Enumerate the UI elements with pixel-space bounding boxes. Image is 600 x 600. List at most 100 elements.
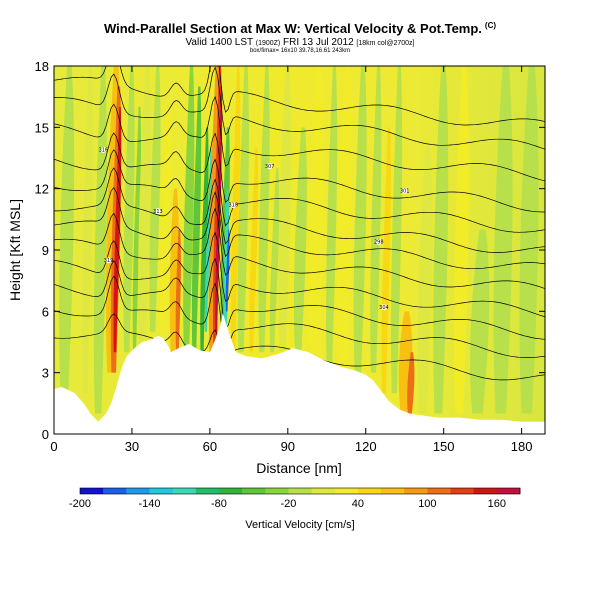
velocity-streak-36 [391,66,403,394]
theta-contour-2 [54,95,545,182]
grid-info: [18km col@2700z] [356,40,415,47]
velocity-streak-27 [269,168,280,353]
velocity-streak-0 [59,66,75,394]
contour-label-7: 298 [374,240,384,246]
colorbar-outline [79,487,521,495]
velocity-streak-43 [493,66,513,414]
terrain [54,313,545,434]
colorbar-tick-0: -200 [69,498,91,510]
colorbar-swatch-10 [311,488,336,494]
velocity-streak-28 [278,66,292,353]
contour-label-bg-4 [266,163,273,170]
velocity-streak-33 [353,66,367,373]
theta-contour-0 [54,66,545,126]
velocity-streak-38 [407,352,415,414]
colorbar-tick-3: -20 [280,498,296,510]
contour-label-bg-3 [230,202,237,209]
colorbar-tick-6: 160 [488,498,506,510]
colorbar-swatch-17 [473,488,498,494]
contour-label-3: 310 [228,203,238,209]
contour-label-bg-6 [401,187,408,194]
colorbar-tick-4: 40 [352,498,364,510]
x-tick-label-1: 30 [125,439,139,454]
contour-label-1: 316 [99,148,109,154]
colorbar-swatch-12 [357,488,382,494]
velocity-streak-41 [453,66,470,414]
valid-date: FRI 13 Jul 2012 [283,37,354,48]
colorbar-swatch-18 [496,488,521,494]
theta-contour-3 [54,132,545,213]
colorbar-swatch-7 [242,488,266,494]
theta-contour-6 [54,186,545,270]
y-axis-title: Height [Kft MSL] [7,199,23,301]
velocity-streak-1 [81,66,94,394]
chart-subtitle: Valid 1400 LST (1900Z) FRI 13 Jul 2012 [… [0,37,600,48]
colorbar-swatch-14 [404,488,428,494]
velocity-streak-12 [175,229,181,353]
contour-label-0: 319 [104,258,114,264]
velocity-streak-14 [191,86,202,353]
velocity-streak-23 [230,66,241,353]
valid-time-utc: (1900Z) [255,40,281,47]
velocity-streak-2 [93,66,107,414]
velocity-streak-24 [237,66,249,353]
colorbar-swatch-16 [450,488,475,494]
y-axis: 0 3 6 9 12 15 18 [35,59,545,442]
theta-contour-10 [54,275,545,358]
theta-contour-8 [54,231,545,318]
colorbar-swatch-4 [172,488,197,494]
velocity-streak-44 [519,66,539,414]
y-tick-label-2: 6 [42,304,49,319]
contour-label-bg-2 [154,208,161,215]
plot-area: 319 316 313 310 307 304 301 298 [54,66,545,434]
theta-contour-9 [54,257,545,340]
velocity-streak-34 [370,66,382,373]
colorbar: -200 -140 -80 -20 40 100 160 [69,487,521,510]
y-tick-label-4: 12 [35,182,49,197]
velocity-streak-25 [249,147,259,353]
colorbar-swatch-6 [218,488,243,494]
theta-contour-5 [54,167,545,253]
x-tick-label-4: 120 [355,439,377,454]
velocity-streak-15 [200,127,209,353]
velocity-field [59,66,539,414]
velocity-streak-9 [149,66,161,332]
velocity-streak-8 [138,66,152,353]
x-tick-label-0: 0 [50,439,57,454]
colorbar-swatch-15 [427,488,452,494]
velocity-streak-40 [433,66,449,414]
velocity-streak-22 [225,229,230,312]
velocity-streak-31 [326,66,338,373]
colorbar-swatch-0 [80,488,104,494]
chart-sub-info: box/fimax= 16x10 39.78,16.61 243km [249,48,351,54]
velocity-streak-29 [293,127,307,353]
colorbar-tick-1: -140 [138,498,160,510]
velocity-streak-5 [113,106,122,353]
theta-contour-4 [54,149,545,233]
velocity-streak-13 [183,66,195,353]
velocity-streak-26 [258,66,270,353]
x-tick-label-2: 60 [203,439,217,454]
theta-contour-7 [54,207,545,289]
chart-title: Wind-Parallel Section at Max W: Vertical… [0,21,600,36]
colorbar-swatch-13 [381,488,405,494]
x-axis-title: Distance [nm] [256,460,342,476]
colorbar-swatch-11 [334,488,359,494]
velocity-streak-6 [123,66,135,353]
contour-label-5: 304 [379,305,389,311]
contour-label-bg-0 [105,257,112,264]
velocity-streak-30 [308,66,324,353]
velocity-streak-39 [417,147,433,414]
y-tick-label-1: 3 [42,366,49,381]
chart-title-text: Wind-Parallel Section at Max W: Vertical… [103,21,482,36]
y-tick-label-5: 15 [35,120,49,135]
x-tick-label-3: 90 [281,439,295,454]
velocity-streak-35 [381,127,391,394]
colorbar-swatch-1 [103,488,127,494]
colorbar-swatch-9 [288,488,313,494]
velocity-streak-32 [337,66,353,373]
colorbar-swatch-8 [265,488,289,494]
contour-label-4: 307 [265,164,275,170]
contour-label-bg-1 [100,146,107,153]
